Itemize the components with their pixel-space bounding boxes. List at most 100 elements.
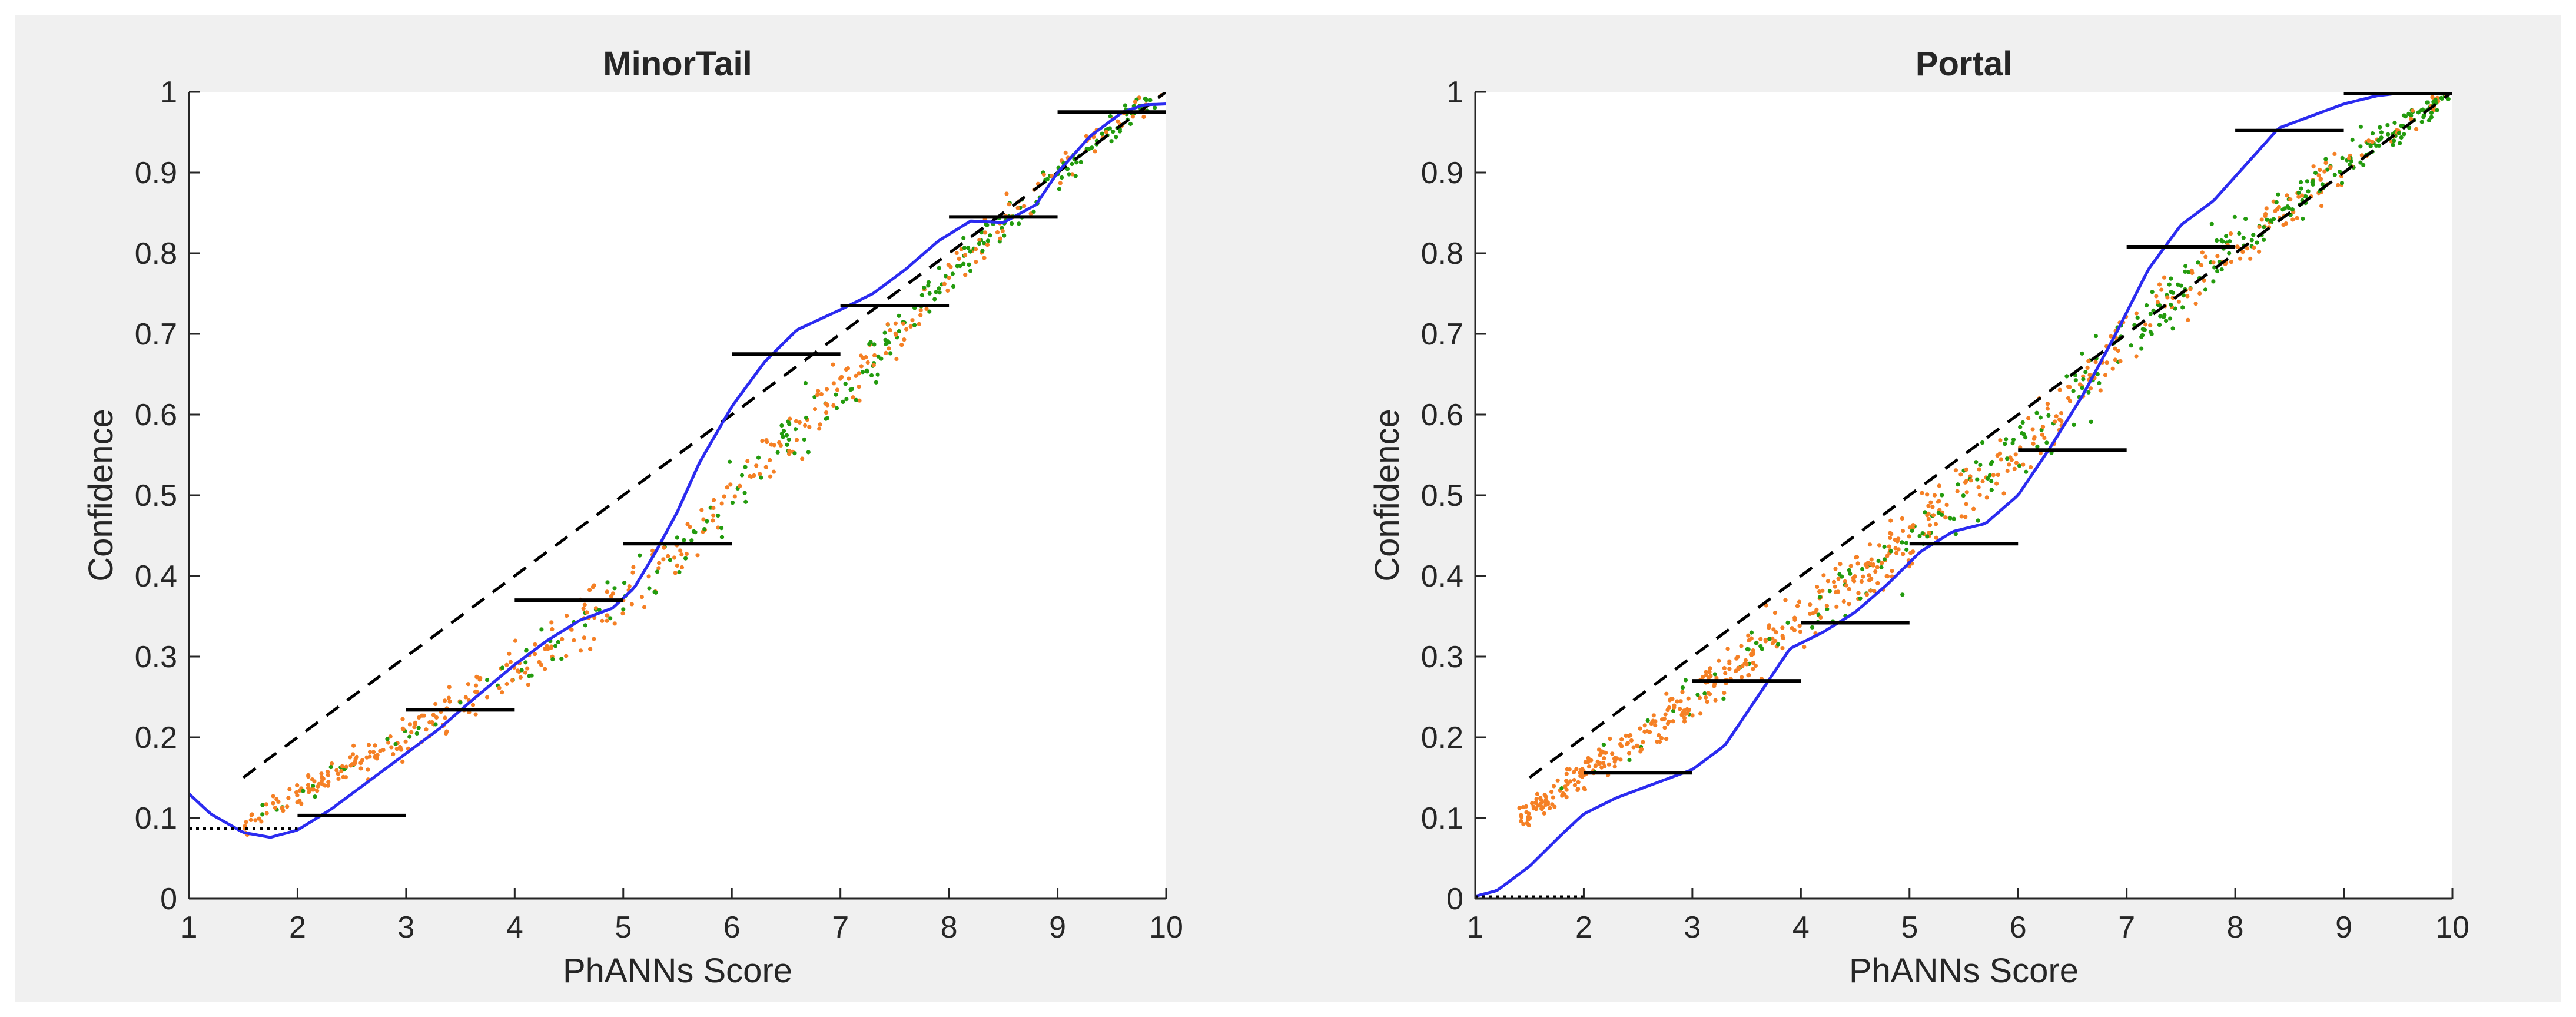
scatter-point-green [647,586,652,591]
scatter-point-orange [1888,518,1893,523]
scatter-point-orange [2077,382,2082,387]
scatter-point-orange [901,321,906,326]
scatter-point-orange [1934,535,1938,540]
x-axis-label: PhANNs Score [563,952,792,990]
scatter-point-orange [336,771,340,776]
scatter-point-orange [1519,819,1523,823]
scatter-point-orange [1937,483,1941,488]
scatter-point-green [2080,386,2084,390]
scatter-point-orange [2295,216,2299,220]
scatter-point-orange [1841,599,1846,604]
scatter-point-orange [1707,692,1712,697]
reference-dashed-line [242,92,1166,779]
scatter-point-green [2018,425,2023,429]
scatter-point-green [519,668,524,673]
scatter-point-orange [319,771,324,776]
scatter-point-orange [310,787,315,792]
scatter-point-orange [2248,256,2253,261]
scatter-point-orange [1744,662,1749,667]
y-tick-label: 0.3 [1421,640,1463,674]
scatter-point-green [2392,120,2397,125]
scatter-point-orange [1664,691,1669,696]
scatter-point-green [2139,346,2144,351]
scatter-point-orange [1751,651,1756,656]
scatter-point-orange [722,494,726,499]
scatter-point-orange [399,747,404,752]
scatter-point-green [1900,540,1904,545]
scatter-point-orange [2288,197,2293,202]
scatter-point-orange [389,745,394,750]
scatter-point-green [1645,718,1650,723]
scatter-point-green [2183,269,2187,274]
scatter-point-orange [854,373,858,378]
scatter-point-green [865,369,869,374]
scatter-point-orange [2238,256,2243,261]
scatter-point-orange [1977,492,1982,498]
scatter-point-green [2323,157,2328,161]
scatter-point-orange [711,518,715,523]
scatter-point-orange [1525,821,1529,826]
scatter-point-green [2010,441,2015,446]
scatter-point-orange [1877,543,1882,548]
scatter-point-green [2426,118,2431,123]
scatter-point-orange [2202,278,2206,283]
scatter-point-orange [661,557,666,562]
scatter-point-orange [1619,737,1624,742]
scatter-point-orange [1707,670,1712,674]
y-tick-label: 0.6 [135,398,177,432]
scatter-point-orange [1564,779,1569,783]
scatter-point-green [1917,534,1922,539]
scatter-point-green [860,370,865,375]
scatter-point-green [605,580,610,585]
scatter-point-orange [1780,634,1785,638]
scatter-point-orange [2116,348,2120,353]
scatter-point-green [608,616,613,621]
scatter-point-orange [1944,502,1949,508]
scatter-point-orange [532,652,537,657]
scatter-point-green [927,291,932,296]
scatter-point-orange [1604,750,1608,755]
scatter-point-orange [1727,667,1732,671]
scatter-point-orange [885,322,890,327]
scatter-point-orange [1797,599,1802,604]
scatter-point-orange [2143,322,2148,327]
scatter-point-green [653,590,658,595]
scatter-point-green [1109,139,1114,144]
x-tick-label: 10 [1149,910,1183,945]
scatter-point-green [912,323,917,327]
scatter-point-orange [1041,172,1046,177]
scatter-point-orange [1517,806,1522,810]
scatter-point-green [1148,98,1153,102]
scatter-point-green [958,264,962,269]
scatter-point-orange [2040,432,2044,437]
scatter-point-orange [474,674,479,679]
scatter-point-green [2024,469,2029,474]
scatter-point-orange [1963,515,1968,519]
scatter-point-orange [334,768,339,773]
scatter-point-orange [444,729,449,734]
scatter-point-green [621,607,626,612]
scatter-point-orange [872,353,877,358]
scatter-point-green [1848,571,1853,576]
figure-window: 1 2 3 4 5 6 7 8 9 10 0 0.1 0.2 0.3 0.4 0.5 0.6 0.7 0.8 0.9 1… [15,15,2561,1002]
scatter-point-orange [339,769,344,774]
scatter-point-orange [1743,658,1748,662]
scatter-point-green [2429,115,2434,120]
scatter-point-orange [825,387,829,392]
scatter-point-orange [1618,757,1623,762]
scatter-point-orange [253,818,258,823]
scatter-point-orange [1875,581,1880,585]
scatter-point-orange [2211,260,2216,265]
x-tick-label: 1 [1467,910,1484,945]
scatter-point-orange [248,817,253,822]
scatter-point-green [1680,685,1685,690]
scatter-point-orange [2110,366,2115,371]
x-tick-label: 4 [1792,910,1810,945]
scatter-point-orange [2318,167,2322,173]
scatter-point-orange [2316,173,2321,178]
scatter-point-green [2035,444,2040,449]
scatter-point-green [1956,482,1960,487]
scatter-point-orange [1867,578,1872,583]
scatter-point-green [1721,696,1726,701]
scatter-point-orange [2165,295,2170,300]
